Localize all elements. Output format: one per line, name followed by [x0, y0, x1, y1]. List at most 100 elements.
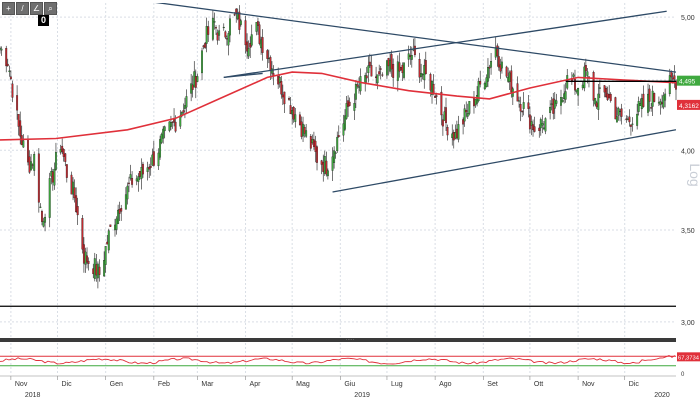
last-price-tag-text: 4,495 [679, 79, 696, 86]
candle-up [353, 103, 356, 111]
price-tick-label: 3,50 [681, 228, 695, 235]
candle-down [370, 65, 373, 77]
candle-up [483, 82, 486, 90]
candle-up [103, 260, 106, 277]
candle-up [577, 88, 580, 96]
candle-down [584, 65, 587, 72]
candle-down [505, 66, 508, 77]
candle-up [443, 111, 446, 121]
candle-up [162, 128, 165, 139]
candle-up [39, 206, 42, 208]
candle-up [342, 123, 345, 136]
candle-up [302, 123, 304, 137]
candle-down [37, 153, 40, 203]
price-tick-label: 4,00 [681, 148, 695, 155]
candle-down [473, 97, 475, 107]
candle-down [314, 140, 317, 152]
candle-up [211, 17, 214, 40]
candle-up [631, 123, 634, 125]
candle-down [608, 94, 611, 99]
candle-down [432, 83, 435, 94]
candle-up [639, 103, 642, 106]
candle-up [659, 101, 662, 105]
candle-up [468, 101, 471, 114]
candle-down [224, 31, 227, 38]
candle-down [661, 102, 663, 104]
candle-down [41, 211, 43, 222]
candle-up [48, 178, 51, 218]
candle-up [193, 71, 196, 88]
crosshair-tool-button[interactable]: + [2, 2, 15, 15]
moving-average-tag-text: 4,3162 [679, 103, 699, 110]
candle-down [109, 224, 112, 227]
candle-down [131, 178, 134, 185]
candle-up [218, 30, 221, 36]
candle-up [367, 65, 370, 74]
panel-separator[interactable] [0, 338, 676, 342]
candle-down [292, 106, 295, 120]
price-tick-label: 3,00 [681, 320, 695, 327]
candle-up [474, 99, 477, 106]
candle-up [403, 62, 405, 78]
candle-down [182, 110, 185, 113]
candle-down [266, 50, 269, 59]
candle-up [50, 170, 53, 177]
candle-up [190, 83, 193, 94]
candle-up [344, 115, 346, 130]
lower-rising-trendline[interactable] [332, 129, 676, 193]
candle-down [152, 151, 155, 166]
zoom-tool-button[interactable]: ⌕ [44, 2, 57, 15]
candle-up [72, 181, 74, 195]
candle-down [488, 66, 491, 69]
candle-up [581, 84, 584, 89]
candle-up [466, 113, 469, 117]
candle-down [322, 162, 325, 172]
draw-tool-button[interactable]: ∠ [30, 2, 43, 15]
candle-up [326, 170, 329, 177]
candle-up [124, 194, 127, 210]
month-label: Mag [296, 381, 310, 388]
candle-up [267, 57, 270, 60]
candle-up [183, 105, 186, 109]
line-tool-button[interactable]: / [16, 2, 29, 15]
upper-rising-trendline[interactable] [223, 10, 667, 79]
candle-down [409, 55, 412, 57]
candle-up [135, 178, 138, 182]
candle-down [92, 268, 95, 275]
candle-up [485, 77, 488, 87]
candle-up [386, 60, 388, 76]
candle-down [574, 78, 576, 91]
candle-down [434, 95, 437, 98]
candle-down [16, 95, 19, 111]
candle-down [625, 118, 628, 120]
candle-up [487, 67, 489, 82]
middle-rising-trendline[interactable] [223, 72, 263, 79]
candle-down [418, 58, 421, 78]
candle-up [358, 86, 360, 88]
candle-down [225, 38, 228, 40]
candle-down [429, 74, 432, 91]
candle-down [387, 57, 390, 67]
candle-up [640, 98, 643, 110]
candle-down [120, 208, 123, 212]
candle-down [73, 187, 76, 199]
candle-up [157, 152, 160, 167]
candle-down [648, 88, 651, 102]
candle-up [522, 102, 525, 109]
candle-down [118, 209, 121, 214]
candle-down [653, 93, 656, 102]
candle-down [51, 171, 54, 183]
last-price-tag [677, 75, 700, 86]
upper-falling-trendline[interactable] [48, 0, 676, 73]
candle-down [552, 98, 555, 114]
zoom-level-badge[interactable]: 0 [38, 15, 49, 26]
candle-up [555, 100, 558, 104]
candle-up [42, 221, 45, 227]
rsi-last-tag [677, 352, 700, 362]
candle-up [544, 118, 547, 132]
candle-down [401, 64, 404, 74]
candle-up [549, 106, 552, 113]
candle-down [288, 98, 290, 100]
candle-down [390, 54, 393, 70]
